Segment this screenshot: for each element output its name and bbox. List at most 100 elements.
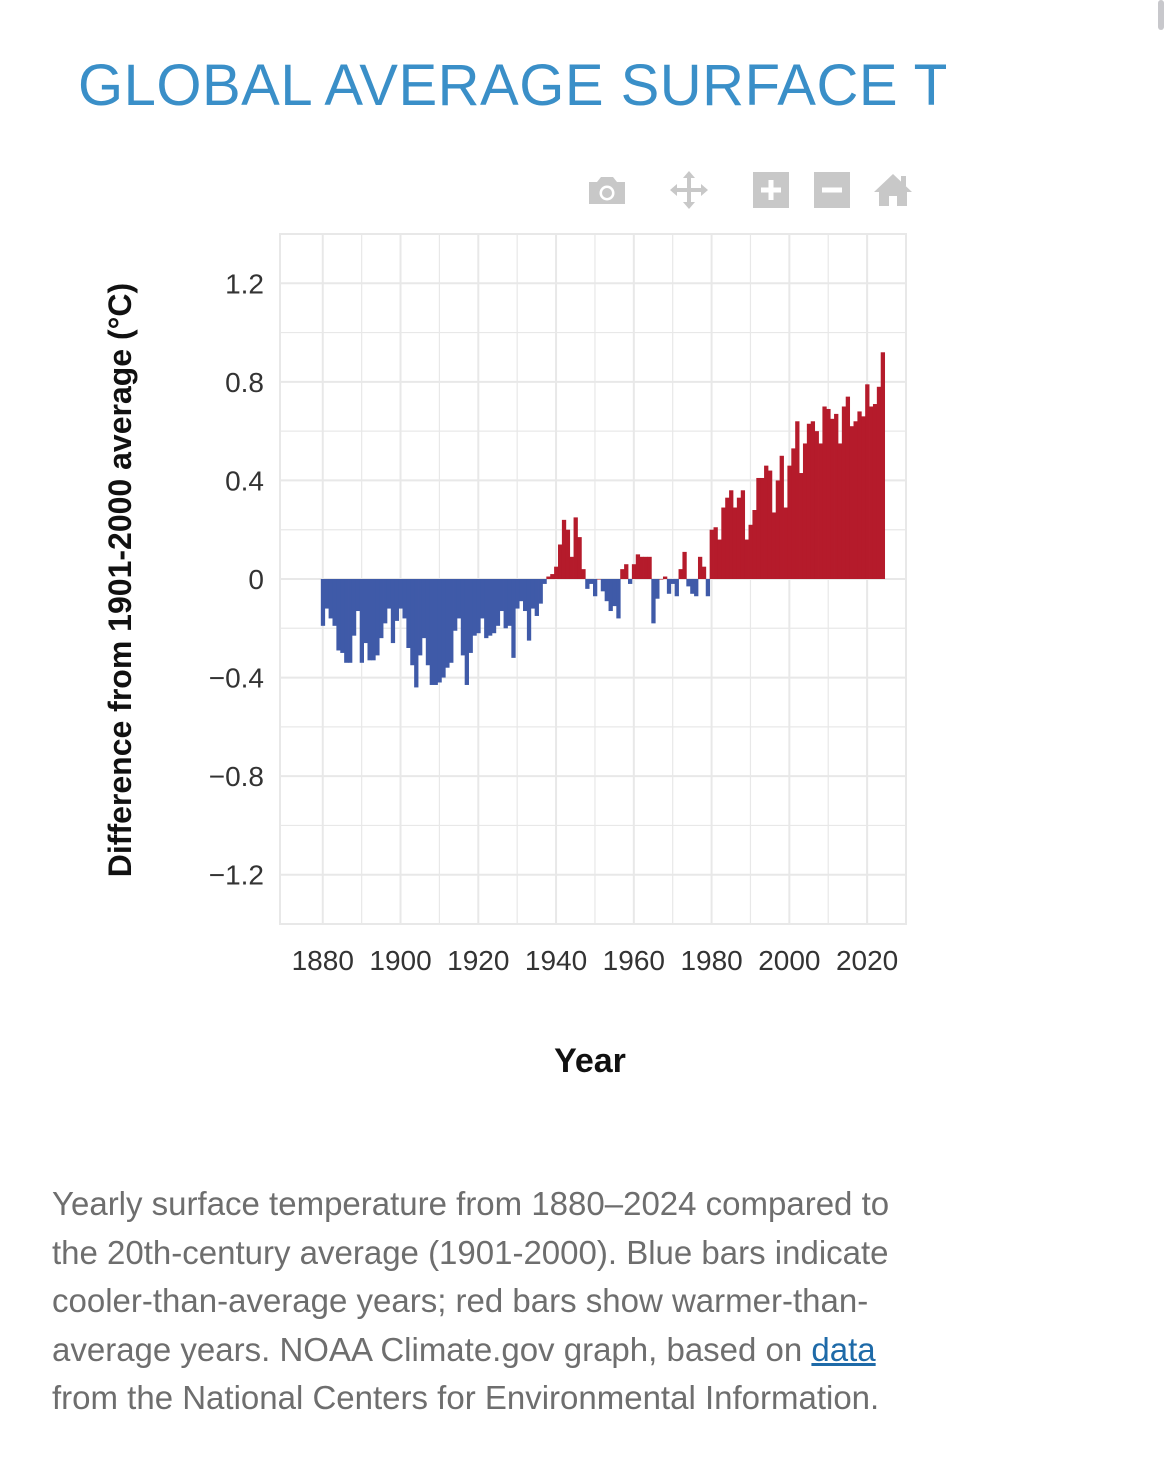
bar-1912[interactable] [445,579,450,668]
bar-1999[interactable] [783,507,788,579]
bar-1968[interactable] [662,576,668,579]
bar-1963[interactable] [643,556,648,579]
bar-1906[interactable] [421,579,427,639]
bar-1980[interactable] [709,529,714,579]
bar-1985[interactable] [729,490,734,579]
bar-1880[interactable] [320,579,326,626]
bar-1994[interactable] [764,465,769,579]
bar-1941[interactable] [558,544,563,580]
bar-2010[interactable] [826,408,831,579]
bar-1905[interactable] [418,579,423,656]
bar-1971[interactable] [674,579,679,597]
bar-1974[interactable] [686,579,691,587]
bar-2017[interactable] [853,421,858,579]
bar-1997[interactable] [775,480,781,579]
bar-1886[interactable] [344,579,349,663]
zoom-out-button[interactable] [810,168,854,212]
bar-1951[interactable] [596,579,602,580]
bar-1955[interactable] [612,579,617,607]
bar-1897[interactable] [386,579,392,609]
bar-1895[interactable] [379,579,384,639]
bar-1924[interactable] [491,579,497,634]
bar-1973[interactable] [682,551,687,579]
bar-1987[interactable] [736,497,742,579]
bar-1933[interactable] [526,579,532,641]
bar-2011[interactable] [830,418,835,579]
bar-1911[interactable] [441,579,446,678]
bar-2020[interactable] [865,384,870,579]
bar-1900[interactable] [398,579,403,609]
bar-1917[interactable] [464,579,469,685]
bar-1936[interactable] [538,579,543,604]
bar-1923[interactable] [488,579,493,636]
bar-2014[interactable] [841,406,847,580]
temperature-anomaly-chart[interactable]: 1.2 0.8 0.4 0 −0.4 −0.8 −1.2 1880 1900 1920 1940 19… [0,0,1170,1100]
bar-1927[interactable] [503,579,508,629]
bar-1922[interactable] [484,579,489,639]
bar-1954[interactable] [608,579,613,612]
bar-1920[interactable] [476,579,481,634]
bar-1976[interactable] [694,579,699,597]
bar-2009[interactable] [822,406,827,580]
bar-1960[interactable] [631,564,637,579]
bar-1909[interactable] [433,579,438,685]
bar-1988[interactable] [740,490,746,579]
bar-2024[interactable] [880,352,886,579]
bar-1970[interactable] [670,579,676,584]
bar-2012[interactable] [834,413,839,579]
bar-1887[interactable] [348,579,353,663]
bar-1930[interactable] [515,579,520,609]
pan-button[interactable] [667,168,711,212]
bar-1986[interactable] [732,507,738,579]
bar-1916[interactable] [460,579,466,656]
bar-1998[interactable] [779,455,784,579]
bar-1882[interactable] [328,579,333,619]
bar-1959[interactable] [627,579,633,584]
bar-2023[interactable] [876,386,882,579]
bar-1885[interactable] [340,579,345,653]
bar-1890[interactable] [359,579,364,663]
bar-1928[interactable] [507,579,512,626]
bar-1956[interactable] [616,579,621,619]
bar-1908[interactable] [429,579,434,685]
bar-1996[interactable] [771,512,777,579]
bar-1964[interactable] [647,556,652,579]
bar-1932[interactable] [523,579,528,612]
bar-1919[interactable] [472,579,477,636]
bar-1948[interactable] [585,579,590,589]
bar-1883[interactable] [332,579,337,626]
bar-1972[interactable] [678,569,683,579]
bar-1926[interactable] [499,579,504,612]
bar-2016[interactable] [849,426,854,579]
bar-2004[interactable] [802,443,808,579]
bar-1962[interactable] [639,556,644,579]
bar-1903[interactable] [410,579,415,666]
bar-1881[interactable] [324,579,330,609]
bar-1981[interactable] [713,527,718,579]
bar-1931[interactable] [519,579,524,602]
bar-1914[interactable] [453,579,458,631]
bar-1943[interactable] [565,529,571,579]
bar-1898[interactable] [390,579,396,644]
bar-2018[interactable] [857,411,862,579]
bar-1899[interactable] [394,579,399,621]
bar-2006[interactable] [810,421,816,579]
bar-1949[interactable] [589,579,594,584]
bar-1918[interactable] [468,579,473,653]
bar-2008[interactable] [818,443,823,579]
bar-1947[interactable] [581,569,586,579]
bar-1966[interactable] [655,579,660,599]
scrollbar[interactable] [1158,0,1164,30]
bar-1991[interactable] [752,510,757,579]
bar-1957[interactable] [620,569,625,579]
bar-1915[interactable] [456,579,462,619]
bar-2019[interactable] [861,416,866,579]
download-plot-button[interactable] [585,168,629,212]
bar-1975[interactable] [690,579,695,594]
bar-1892[interactable] [367,579,372,661]
bar-1904[interactable] [414,579,419,688]
reset-axes-button[interactable] [871,168,915,212]
bar-1969[interactable] [666,579,672,594]
bar-1992[interactable] [756,477,761,579]
bar-1937[interactable] [542,579,547,584]
